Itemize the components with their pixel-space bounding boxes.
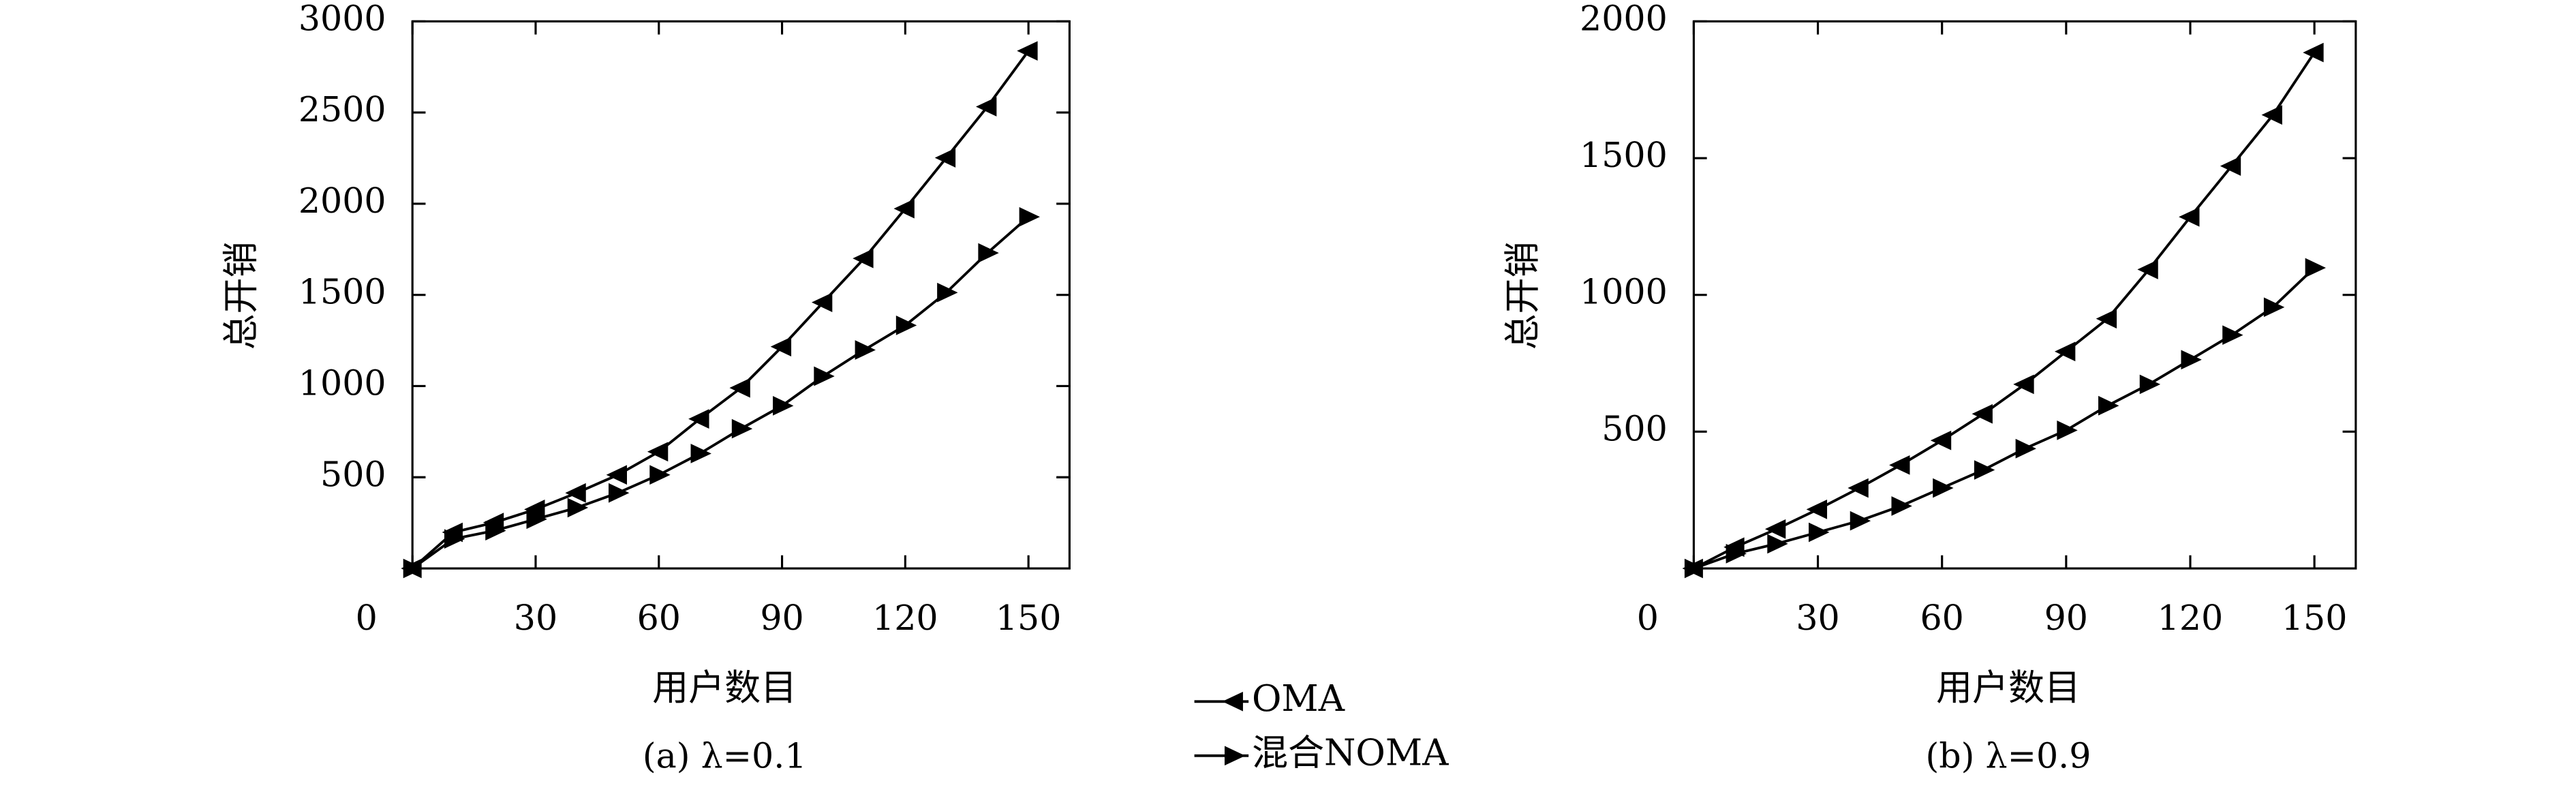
y-tick-label: 2000 [298,181,386,221]
data-point [729,378,750,398]
y-tick-label: 1500 [298,272,386,312]
data-point [2179,207,2200,227]
data-point [1764,519,1786,539]
y-axis-label: 总开销 [220,241,262,350]
x-tick-label: 120 [872,598,938,638]
data-point [1889,455,1910,475]
x-tick-label: 90 [760,598,803,638]
data-point [688,409,709,429]
data-point [2137,260,2158,279]
y-tick-label: 500 [320,454,386,494]
legend-marker [1222,691,1243,712]
data-point [2261,105,2282,125]
caption: (a) λ=0.1 [643,736,807,776]
data-point [2057,421,2078,440]
data-point [731,418,753,439]
plot-frame [411,20,1071,570]
data-point [526,509,547,530]
series-line [411,50,1030,570]
legend-label: OMA [1252,677,1345,720]
x-tick-label: 60 [1920,598,1963,638]
data-point [1933,478,1954,498]
data-point [2013,374,2034,395]
plot-frame [1692,20,2357,570]
data-point [895,316,917,335]
data-point [2220,156,2241,176]
data-point [565,483,586,503]
caption: (b) λ=0.9 [1926,736,2091,776]
data-point [855,340,876,360]
y-tick-label: 1500 [1580,135,1668,175]
x-tick-label: 0 [1637,598,1659,638]
series-line [1693,266,2316,570]
data-point [2096,309,2117,329]
legend-marker [1224,746,1246,766]
data-point [485,521,506,540]
data-point [811,292,833,312]
data-point [1847,478,1869,498]
data-point [814,366,835,386]
data-point [2305,258,2326,278]
data-point [1767,534,1788,554]
data-point [567,498,589,518]
data-point [2098,395,2119,416]
data-point [976,97,997,117]
series-line [1693,52,2316,570]
x-tick-label: 30 [1796,598,1839,638]
data-point [1809,522,1830,543]
data-point [2303,42,2324,63]
x-tick-label: 120 [2158,598,2224,638]
data-point [609,483,630,503]
data-point [1850,510,1871,531]
x-tick-label: 150 [996,598,1062,638]
x-tick-label: 60 [637,598,681,638]
data-point [853,248,874,269]
y-tick-label: 3000 [298,0,386,38]
data-point [2181,350,2202,370]
y-tick-label: 1000 [298,363,386,403]
data-point [2054,341,2076,362]
data-point [1930,430,1952,451]
data-point [978,243,999,263]
data-point [1684,558,1706,579]
legend-label: 混合NOMA [1252,731,1449,774]
x-tick-label: 0 [356,598,378,638]
data-point [1891,496,1912,516]
y-axis-label: 总开销 [1501,241,1544,350]
data-point [1972,403,1993,424]
data-point [403,558,425,579]
data-point [2263,297,2285,318]
x-tick-label: 90 [2044,598,2088,638]
data-point [893,198,915,219]
data-point [937,282,958,303]
x-axis-label: 用户数目 [1936,667,2081,709]
data-point [606,465,628,485]
data-point [524,500,545,519]
data-point [770,337,792,357]
data-point [649,465,671,485]
data-point [1726,544,1747,564]
data-point [2139,374,2161,395]
data-point [1019,207,1041,227]
y-tick-label: 500 [1601,408,1668,448]
series-line [412,215,1030,570]
x-tick-label: 30 [514,598,557,638]
data-point [444,529,465,549]
data-point [773,396,794,416]
data-point [1017,41,1038,61]
data-point [2015,438,2036,459]
x-axis-label: 用户数目 [652,667,797,709]
data-point [1974,460,1995,480]
y-tick-label: 2000 [1580,0,1668,38]
y-tick-label: 1000 [1580,272,1668,312]
data-point [2222,325,2243,346]
x-tick-label: 150 [2282,598,2348,638]
data-point [934,148,956,168]
data-point [647,442,669,462]
data-point [1806,500,1828,519]
y-tick-label: 2500 [298,89,386,129]
data-point [690,444,711,463]
